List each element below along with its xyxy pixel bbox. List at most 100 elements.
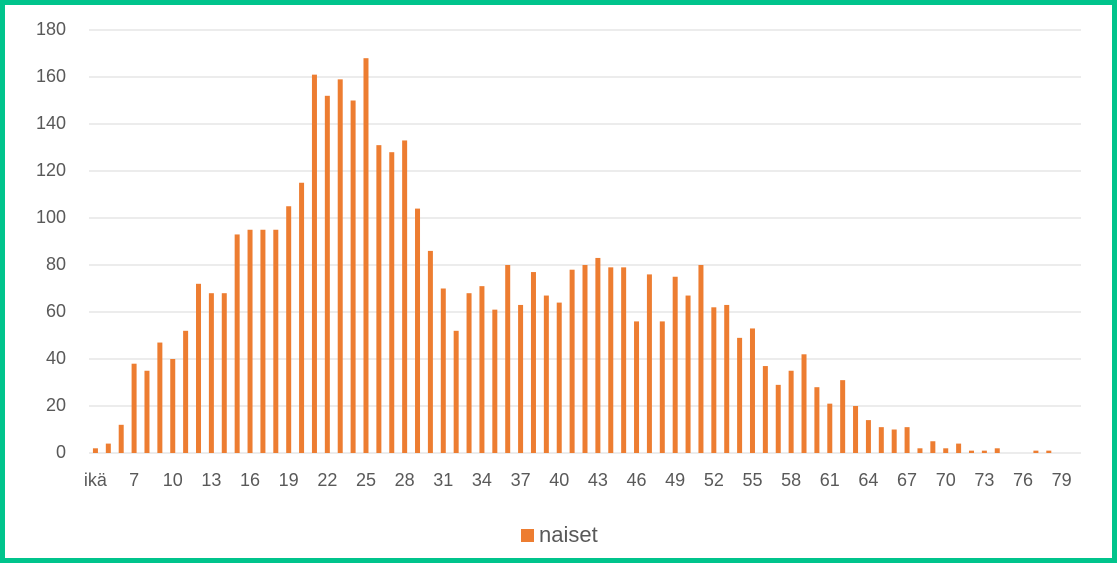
bar (981, 450, 987, 453)
x-tick-label: 7 (129, 470, 139, 490)
legend-label: naiset (539, 522, 598, 547)
chart-area (5, 5, 1112, 558)
x-tick-label: 19 (279, 470, 299, 490)
bar (427, 250, 433, 453)
x-tick-label: 40 (549, 470, 569, 490)
bar (453, 330, 459, 453)
bar (749, 328, 755, 453)
y-tick-label: 40 (46, 348, 66, 368)
bar (389, 152, 395, 453)
x-tick-label: 52 (704, 470, 724, 490)
bar (685, 295, 691, 453)
bar (466, 293, 472, 453)
bar (556, 302, 562, 453)
bar (853, 406, 859, 453)
bar (131, 363, 137, 453)
bar (260, 229, 266, 453)
bar (376, 145, 382, 453)
bar (1046, 450, 1052, 453)
bar (234, 234, 240, 453)
bar (337, 79, 343, 453)
bar (311, 74, 317, 454)
bar (170, 359, 176, 453)
y-tick-label: 80 (46, 254, 66, 274)
bar (183, 330, 189, 453)
bar (840, 380, 846, 453)
bar (659, 321, 665, 453)
bar (801, 354, 807, 453)
bar (105, 443, 111, 453)
bar (788, 370, 794, 453)
x-tick-label: ikä (84, 470, 108, 490)
x-tick-label: 64 (858, 470, 878, 490)
y-tick-label: 0 (56, 442, 66, 462)
bar (518, 304, 524, 453)
bar (363, 58, 369, 453)
x-tick-label: 70 (936, 470, 956, 490)
bar (196, 283, 202, 453)
bar (492, 309, 498, 453)
bar (157, 342, 163, 453)
x-tick-label: 34 (472, 470, 492, 490)
bar (891, 429, 897, 453)
y-tick-label: 140 (36, 113, 66, 133)
bar (299, 182, 305, 453)
x-tick-label: 79 (1052, 470, 1072, 490)
bar (737, 337, 743, 453)
y-tick-label: 160 (36, 66, 66, 86)
bar (608, 267, 614, 453)
bar (415, 208, 421, 453)
y-tick-label: 60 (46, 301, 66, 321)
x-tick-label: 55 (742, 470, 762, 490)
bar (530, 272, 536, 453)
y-tick-label: 100 (36, 207, 66, 227)
bar (144, 370, 150, 453)
bar (724, 304, 730, 453)
bar (968, 450, 974, 453)
bar (994, 448, 1000, 453)
bar (865, 420, 871, 453)
y-tick-label: 180 (36, 19, 66, 39)
bar (943, 448, 949, 453)
bar (827, 403, 833, 453)
x-tick-label: 31 (433, 470, 453, 490)
x-tick-label: 37 (511, 470, 531, 490)
x-tick-label: 10 (163, 470, 183, 490)
x-tick-label: 76 (1013, 470, 1033, 490)
bar (402, 140, 408, 453)
bar (440, 288, 446, 453)
bar (92, 448, 98, 453)
x-tick-label: 73 (974, 470, 994, 490)
x-tick-label: 67 (897, 470, 917, 490)
bar (543, 295, 549, 453)
x-tick-label: 58 (781, 470, 801, 490)
bar (1033, 450, 1039, 453)
bar (208, 293, 214, 453)
x-tick-label: 28 (395, 470, 415, 490)
x-tick-label: 61 (820, 470, 840, 490)
x-tick-label: 22 (317, 470, 337, 490)
bar (595, 257, 601, 453)
bar (814, 387, 820, 453)
bar (582, 265, 588, 453)
bar (324, 95, 330, 454)
legend-swatch (521, 529, 534, 542)
bar (118, 424, 124, 453)
bar (711, 307, 717, 453)
x-tick-label: 16 (240, 470, 260, 490)
x-tick-label: 43 (588, 470, 608, 490)
bar (247, 229, 253, 453)
x-tick-label: 49 (665, 470, 685, 490)
bar (621, 267, 627, 453)
bar (930, 441, 936, 453)
y-tick-label: 20 (46, 395, 66, 415)
bar (221, 293, 227, 453)
bar (505, 265, 511, 453)
bar (569, 269, 575, 453)
bar (350, 100, 356, 453)
bar (904, 427, 910, 453)
bar (762, 366, 768, 453)
bar (956, 443, 962, 453)
